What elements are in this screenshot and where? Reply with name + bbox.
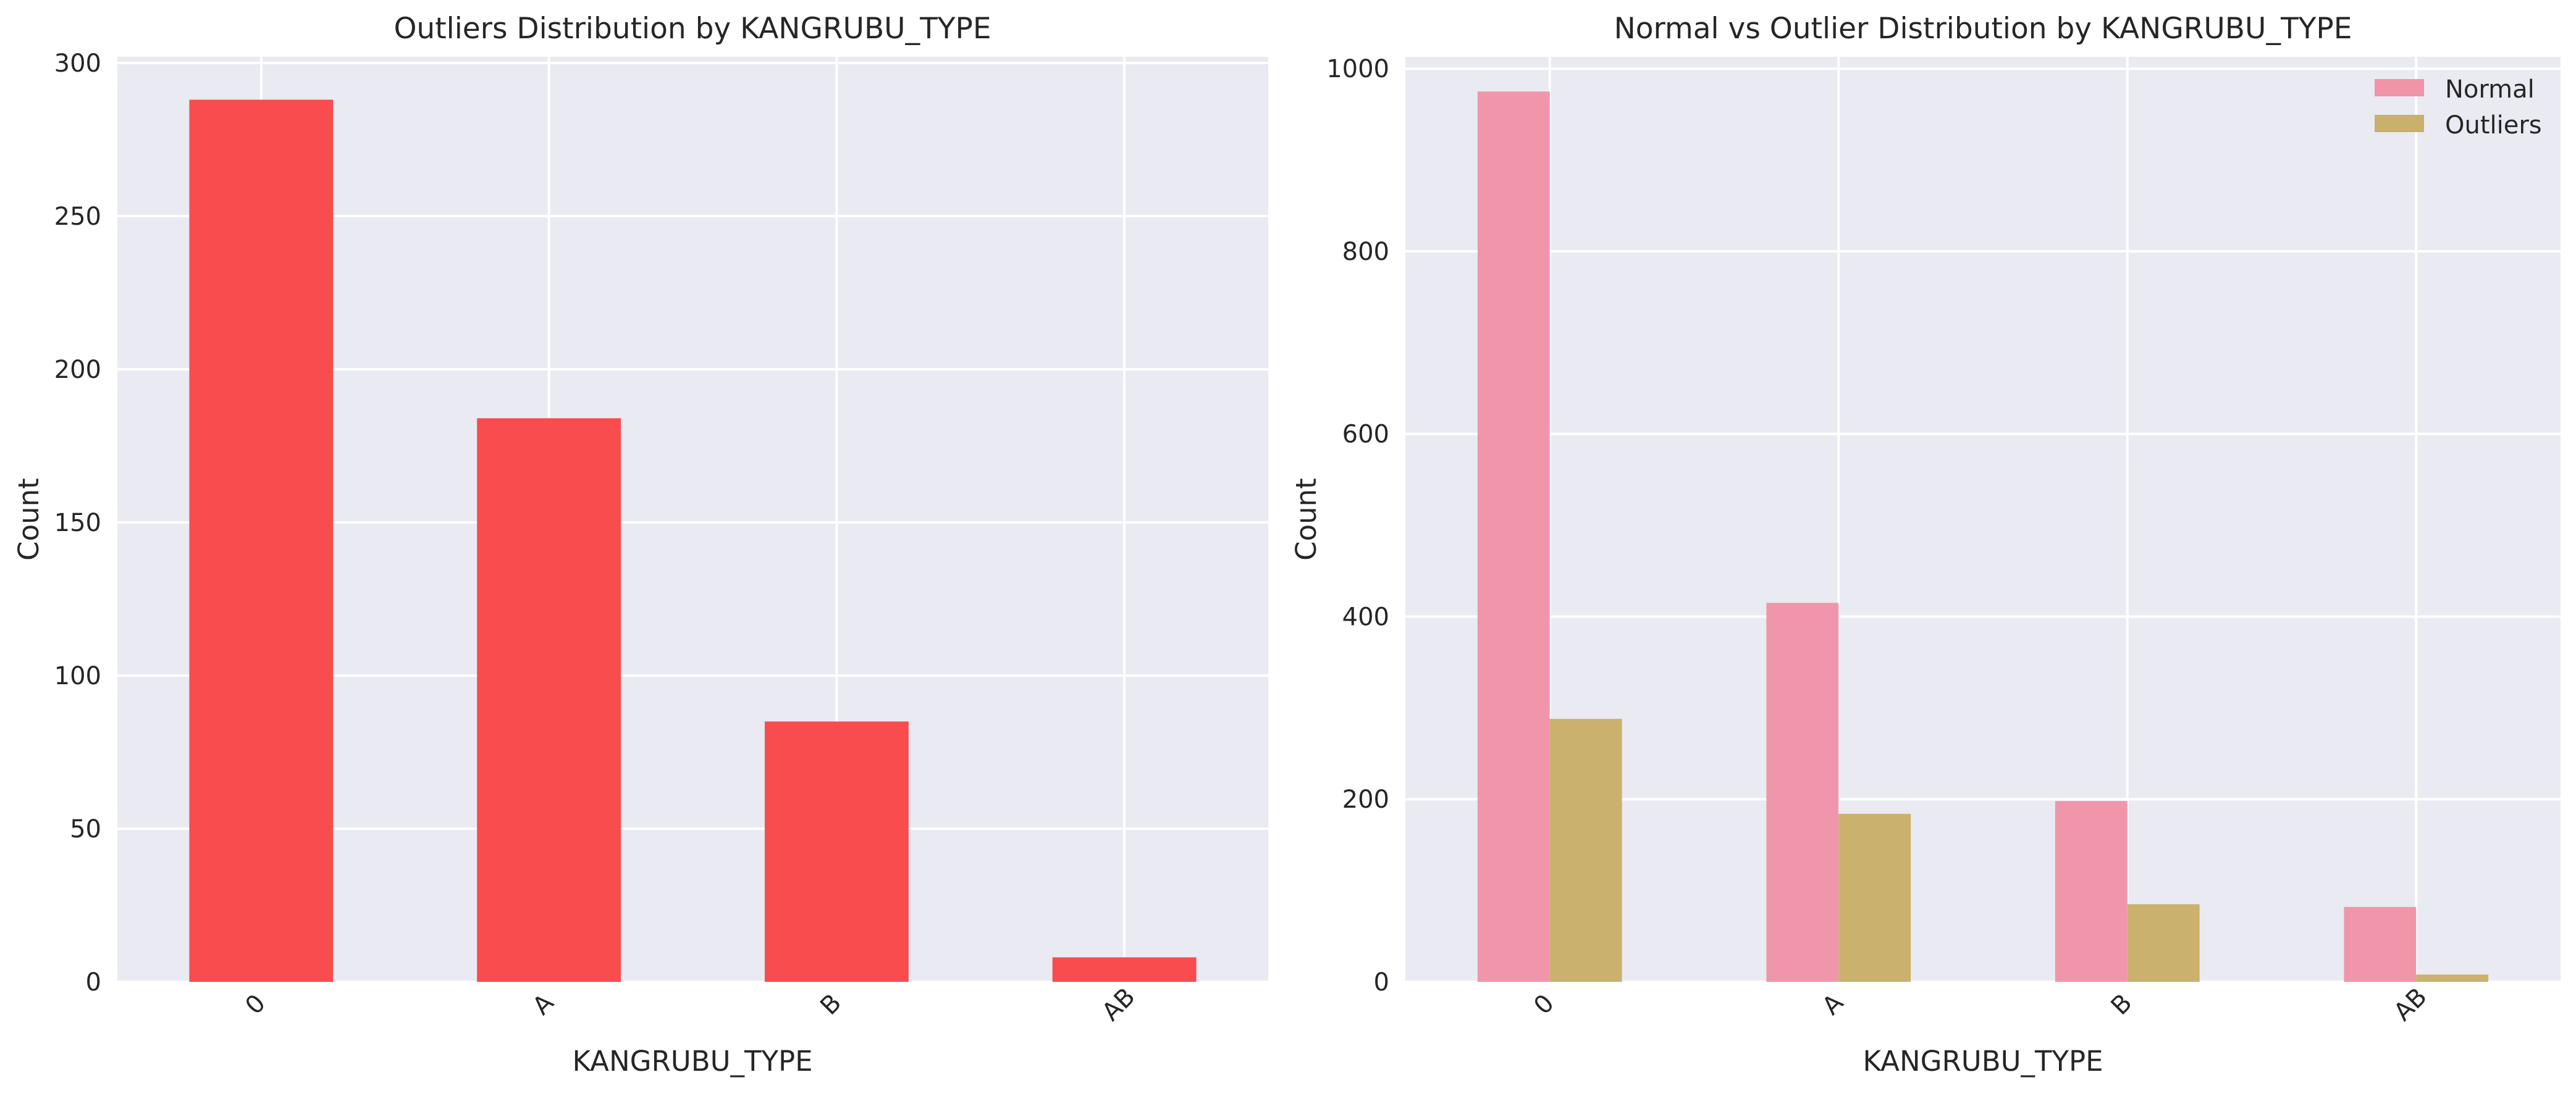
y-tick-label: 0 bbox=[86, 968, 101, 997]
bars-left bbox=[189, 99, 1197, 982]
bar-ab bbox=[1052, 957, 1197, 982]
bar-normal-a bbox=[1766, 603, 1839, 982]
legend-label-outliers: Outliers bbox=[2445, 111, 2542, 140]
x-tick-label: AB bbox=[1096, 982, 1140, 1026]
bar-normal-b bbox=[2055, 801, 2128, 982]
bar-outliers-0 bbox=[1549, 719, 1622, 982]
y-tick-label: 100 bbox=[54, 662, 101, 690]
legend-swatch-outliers bbox=[2375, 115, 2424, 132]
y-tick-label: 250 bbox=[54, 203, 101, 231]
bar-outliers-a bbox=[1838, 813, 1911, 982]
xticks-right: 0 A B AB bbox=[1528, 982, 2432, 1026]
bar-outliers-b bbox=[2127, 904, 2200, 982]
xticks-left: 0 A B AB bbox=[240, 982, 1140, 1026]
y-tick-label: 800 bbox=[1342, 238, 1389, 266]
y-axis-label-left: Count bbox=[12, 478, 45, 561]
y-tick-label: 600 bbox=[1342, 421, 1389, 449]
yticks-right: 0 200 400 600 800 1000 bbox=[1326, 55, 1389, 997]
bar-b bbox=[764, 721, 909, 982]
chart-title-right: Normal vs Outlier Distribution by KANGRU… bbox=[1614, 12, 2352, 46]
bar-a bbox=[477, 418, 621, 982]
legend-label-normal: Normal bbox=[2445, 75, 2535, 104]
y-tick-label: 400 bbox=[1342, 603, 1389, 631]
x-tick-label: AB bbox=[2388, 982, 2432, 1026]
x-tick-label: B bbox=[2106, 989, 2138, 1021]
y-tick-label: 200 bbox=[54, 356, 101, 384]
y-tick-label: 150 bbox=[54, 509, 101, 537]
x-tick-label: 0 bbox=[1528, 989, 1560, 1021]
x-axis-label-right: KANGRUBU_TYPE bbox=[1863, 1045, 2103, 1078]
yticks-left: 0 50 100 150 200 250 300 bbox=[54, 49, 101, 997]
y-axis-label-right: Count bbox=[1290, 478, 1323, 561]
legend: Normal Outliers bbox=[2375, 75, 2542, 140]
x-tick-label: B bbox=[815, 989, 847, 1021]
legend-swatch-normal bbox=[2375, 79, 2424, 96]
chart-title-left: Outliers Distribution by KANGRUBU_TYPE bbox=[394, 12, 991, 46]
y-tick-label: 300 bbox=[54, 49, 101, 78]
bar-normal-0 bbox=[1477, 91, 1550, 982]
x-tick-label: 0 bbox=[240, 989, 271, 1021]
x-axis-label-left: KANGRUBU_TYPE bbox=[572, 1045, 812, 1078]
y-tick-label: 0 bbox=[1374, 968, 1389, 997]
bar-outliers-ab bbox=[2416, 974, 2489, 982]
bar-normal-ab bbox=[2344, 907, 2417, 982]
y-tick-label: 1000 bbox=[1326, 55, 1389, 83]
x-tick-label: A bbox=[1817, 988, 1849, 1020]
y-tick-label: 200 bbox=[1342, 785, 1389, 814]
bar-0 bbox=[189, 99, 334, 982]
y-tick-label: 50 bbox=[70, 815, 101, 844]
x-tick-label: A bbox=[527, 988, 559, 1020]
bars-right bbox=[1477, 91, 2489, 982]
